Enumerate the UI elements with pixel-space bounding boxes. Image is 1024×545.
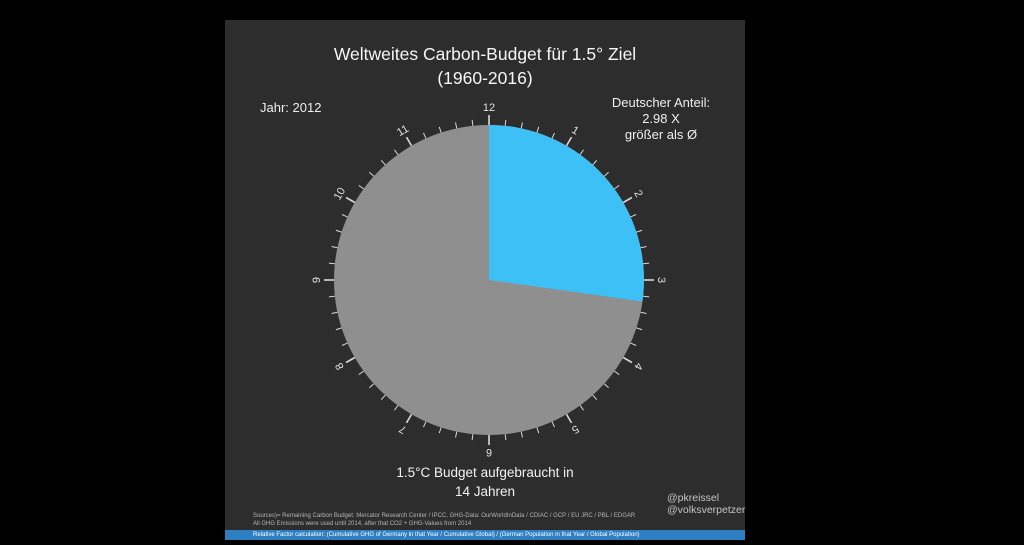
clock-number-2: 2	[631, 188, 644, 199]
year-label: Jahr: 2012	[260, 100, 322, 115]
clock-number-5: 5	[569, 422, 580, 435]
german-share-line2: 2.98 X	[642, 111, 680, 126]
chart-title: Weltweites Carbon-Budget für 1.5° Ziel (…	[225, 42, 745, 90]
sources-line2: All GHG Emissions were used until 2014, …	[253, 521, 472, 527]
german-share-annotation: Deutscher Anteil: 2.98 X größer als Ø	[581, 95, 741, 143]
clock-number-10: 10	[332, 186, 349, 203]
clock-number-12: 12	[483, 102, 495, 114]
budget-caption-line2: 14 Jahren	[454, 484, 516, 499]
chart-title-line2: (1960-2016)	[437, 68, 533, 88]
clock-number-7: 7	[397, 422, 408, 435]
clock-number-8: 8	[333, 360, 346, 371]
credits: @pkreissel @volksverpetzer	[667, 492, 745, 516]
credit-handle-1: @pkreissel	[667, 492, 720, 504]
clock-number-3: 3	[655, 277, 667, 283]
credit-handle-2: @volksverpetzer	[667, 504, 746, 516]
budget-caption-line1: 1.5°C Budget aufgebraucht in	[396, 465, 574, 480]
chart-title-line1: Weltweites Carbon-Budget für 1.5° Ziel	[333, 44, 637, 64]
clock-number-11: 11	[395, 123, 411, 139]
clock-chart-wrap: 12 1 2 3 4 5 6 7 8 9 10 11	[299, 90, 679, 470]
sources-line1: Sources)= Remaining Carbon Budget: Merca…	[253, 513, 636, 519]
budget-caption: 1.5°C Budget aufgebraucht in 14 Jahren	[225, 463, 745, 501]
clock-number-9: 9	[311, 277, 323, 283]
clock-number-6: 6	[486, 446, 492, 458]
sources-line3-highlighted: Relative Factor calculation: (Cumulative…	[225, 530, 745, 540]
german-share-line3: größer als Ø	[624, 127, 698, 142]
german-share-line1: Deutscher Anteil:	[611, 95, 711, 110]
sources-block: Sources)= Remaining Carbon Budget: Merca…	[225, 512, 745, 540]
clock-number-1: 1	[569, 124, 580, 137]
chart-panel: Weltweites Carbon-Budget für 1.5° Ziel (…	[225, 20, 745, 540]
clock-number-4: 4	[631, 360, 644, 371]
